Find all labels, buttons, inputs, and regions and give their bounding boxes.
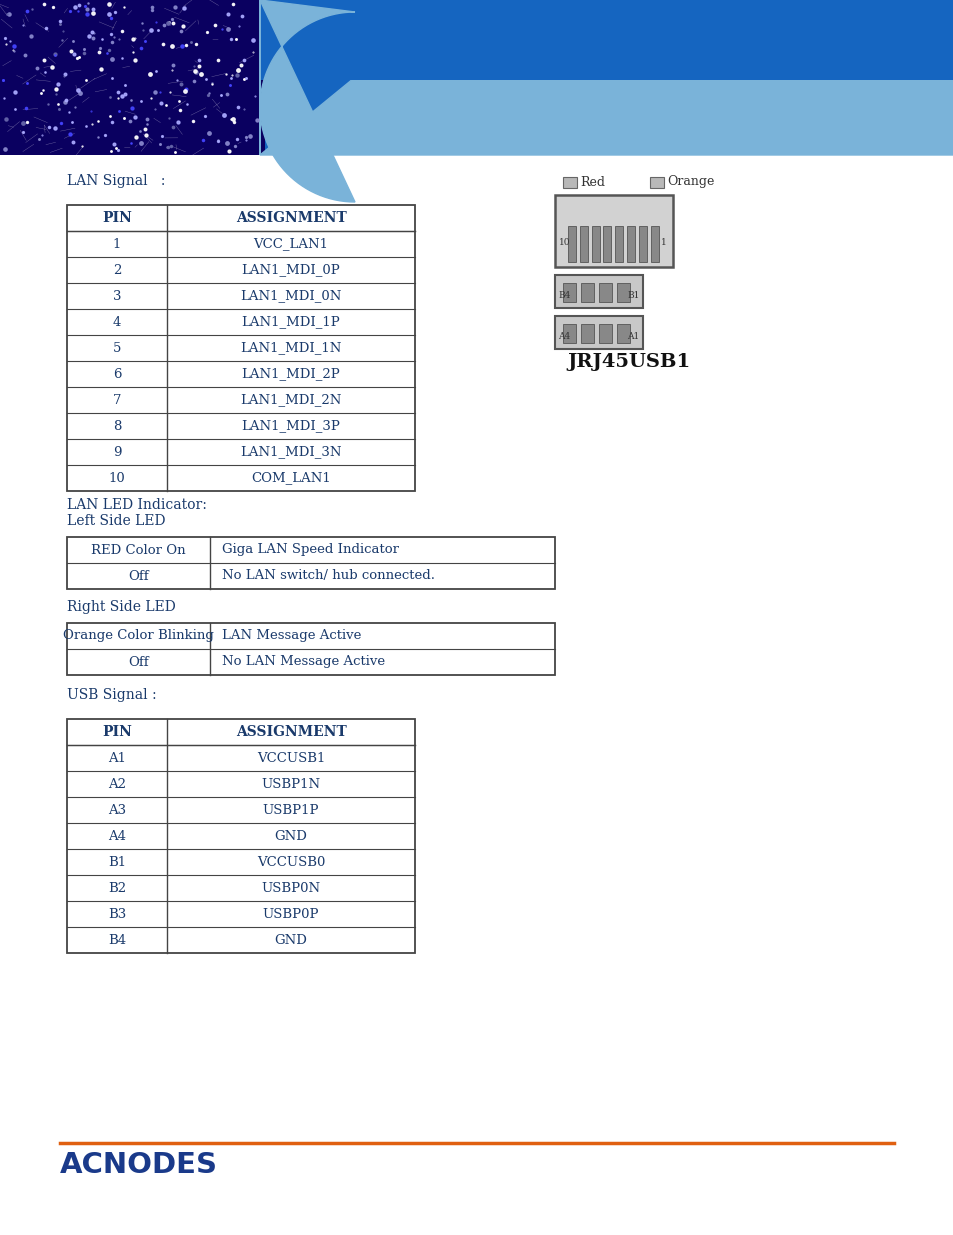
- Text: 6: 6: [112, 368, 121, 380]
- Text: USBP1N: USBP1N: [261, 778, 320, 790]
- Text: JRJ45USB1: JRJ45USB1: [566, 353, 690, 370]
- Text: GND: GND: [274, 934, 307, 946]
- Bar: [562, 177, 577, 188]
- Text: A1: A1: [108, 752, 126, 764]
- Text: Orange Color Blinking: Orange Color Blinking: [63, 630, 213, 642]
- Text: Orange: Orange: [666, 175, 714, 189]
- Text: LAN1_MDI_1N: LAN1_MDI_1N: [240, 342, 341, 354]
- Text: LAN Signal   :: LAN Signal :: [67, 174, 165, 188]
- Text: LAN1_MDI_2P: LAN1_MDI_2P: [241, 368, 340, 380]
- Text: LAN1_MDI_3N: LAN1_MDI_3N: [240, 446, 341, 458]
- Text: B1: B1: [626, 291, 639, 300]
- Text: 8: 8: [112, 420, 121, 432]
- Bar: [562, 324, 576, 343]
- Text: A3: A3: [108, 804, 126, 816]
- Text: 1: 1: [660, 238, 666, 247]
- Bar: [567, 226, 576, 262]
- Bar: [580, 324, 594, 343]
- Text: LAN LED Indicator:: LAN LED Indicator:: [67, 498, 207, 513]
- Text: 3: 3: [112, 289, 121, 303]
- Bar: [0, 0, 953, 156]
- Text: 10: 10: [558, 238, 570, 247]
- Text: Left Side LED: Left Side LED: [67, 514, 165, 529]
- Text: 5: 5: [112, 342, 121, 354]
- Text: LAN1_MDI_0N: LAN1_MDI_0N: [240, 289, 341, 303]
- Bar: [598, 324, 612, 343]
- Text: Giga LAN Speed Indicator: Giga LAN Speed Indicator: [222, 543, 398, 557]
- Bar: [555, 195, 672, 267]
- Text: No LAN switch/ hub connected.: No LAN switch/ hub connected.: [222, 569, 435, 583]
- Bar: [0, 0, 265, 156]
- Text: A4: A4: [558, 332, 570, 341]
- Bar: [591, 226, 599, 262]
- Bar: [67, 537, 555, 589]
- Bar: [639, 226, 646, 262]
- Text: Off: Off: [128, 656, 149, 668]
- Text: ASSIGNMENT: ASSIGNMENT: [235, 211, 346, 225]
- Bar: [370, 65, 953, 156]
- Text: 9: 9: [112, 446, 121, 458]
- Text: VCCUSB1: VCCUSB1: [256, 752, 325, 764]
- Bar: [602, 226, 611, 262]
- Bar: [562, 283, 576, 303]
- Text: LAN1_MDI_1P: LAN1_MDI_1P: [241, 315, 340, 329]
- Bar: [615, 226, 622, 262]
- Text: 7: 7: [112, 394, 121, 406]
- Text: No LAN Message Active: No LAN Message Active: [222, 656, 385, 668]
- Bar: [580, 283, 594, 303]
- Text: RED Color On: RED Color On: [91, 543, 186, 557]
- Text: Right Side LED: Right Side LED: [67, 600, 175, 614]
- Text: Red: Red: [579, 175, 604, 189]
- Text: 2: 2: [112, 263, 121, 277]
- Bar: [555, 316, 642, 350]
- Bar: [67, 622, 555, 676]
- Text: USBP1P: USBP1P: [262, 804, 319, 816]
- Bar: [650, 226, 658, 262]
- Text: ASSIGNMENT: ASSIGNMENT: [235, 725, 346, 739]
- Bar: [598, 283, 612, 303]
- Bar: [579, 226, 587, 262]
- Polygon shape: [260, 0, 355, 203]
- Text: USBP0P: USBP0P: [262, 908, 319, 920]
- Text: B4: B4: [558, 291, 570, 300]
- Bar: [260, 0, 953, 80]
- Text: USB Signal :: USB Signal :: [67, 688, 156, 701]
- Text: A4: A4: [108, 830, 126, 842]
- Text: B2: B2: [108, 882, 126, 894]
- Text: B4: B4: [108, 934, 126, 946]
- Text: VCC_LAN1: VCC_LAN1: [253, 237, 328, 251]
- Text: LAN Message Active: LAN Message Active: [222, 630, 361, 642]
- Polygon shape: [260, 65, 953, 156]
- Text: PIN: PIN: [102, 211, 132, 225]
- Text: B3: B3: [108, 908, 126, 920]
- Text: USBP0N: USBP0N: [261, 882, 320, 894]
- Text: Off: Off: [128, 569, 149, 583]
- Bar: [67, 205, 415, 492]
- Text: LAN1_MDI_3P: LAN1_MDI_3P: [241, 420, 340, 432]
- Text: VCCUSB0: VCCUSB0: [256, 856, 325, 868]
- Text: LAN1_MDI_2N: LAN1_MDI_2N: [240, 394, 341, 406]
- Text: PIN: PIN: [102, 725, 132, 739]
- Text: A1: A1: [626, 332, 639, 341]
- Text: B1: B1: [108, 856, 126, 868]
- Text: 1: 1: [112, 237, 121, 251]
- Text: GND: GND: [274, 830, 307, 842]
- Bar: [617, 324, 629, 343]
- Text: LAN1_MDI_0P: LAN1_MDI_0P: [241, 263, 340, 277]
- Bar: [555, 275, 642, 308]
- Text: COM_LAN1: COM_LAN1: [251, 472, 331, 484]
- Bar: [617, 283, 629, 303]
- Bar: [649, 177, 663, 188]
- Bar: [67, 719, 415, 953]
- Text: 10: 10: [109, 472, 125, 484]
- Text: 4: 4: [112, 315, 121, 329]
- Text: ACNODES: ACNODES: [60, 1151, 218, 1179]
- Text: A2: A2: [108, 778, 126, 790]
- Bar: [626, 226, 635, 262]
